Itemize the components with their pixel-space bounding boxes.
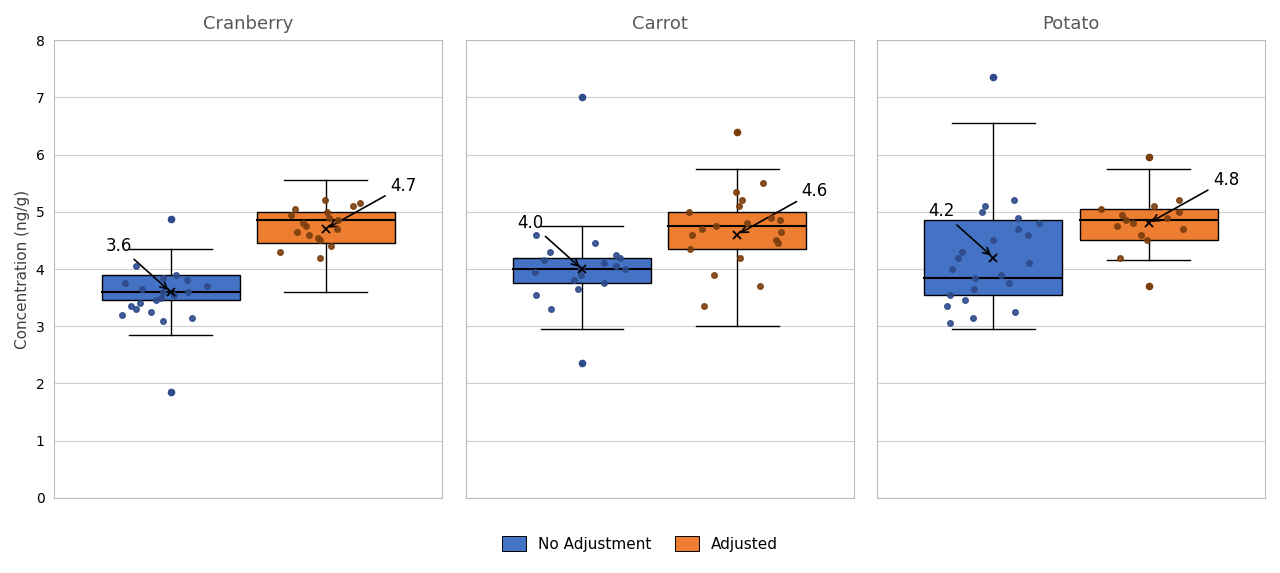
Bar	[924, 221, 1062, 295]
Bar	[1079, 209, 1217, 241]
Text: 4.7: 4.7	[330, 176, 416, 227]
Text: 4.8: 4.8	[1152, 171, 1239, 221]
Title: Potato: Potato	[1042, 15, 1100, 33]
Legend: No Adjustment, Adjusted: No Adjustment, Adjusted	[494, 529, 786, 560]
Bar	[513, 258, 652, 283]
Text: 3.6: 3.6	[106, 237, 168, 289]
Y-axis label: Concentration (ng/g): Concentration (ng/g)	[15, 190, 29, 348]
Title: Carrot: Carrot	[631, 15, 687, 33]
Text: 4.6: 4.6	[741, 182, 828, 233]
Bar	[257, 212, 394, 244]
Bar	[101, 274, 239, 300]
Text: 4.0: 4.0	[517, 214, 579, 266]
Text: 4.2: 4.2	[928, 202, 989, 254]
Bar	[668, 212, 806, 249]
Title: Cranberry: Cranberry	[204, 15, 293, 33]
